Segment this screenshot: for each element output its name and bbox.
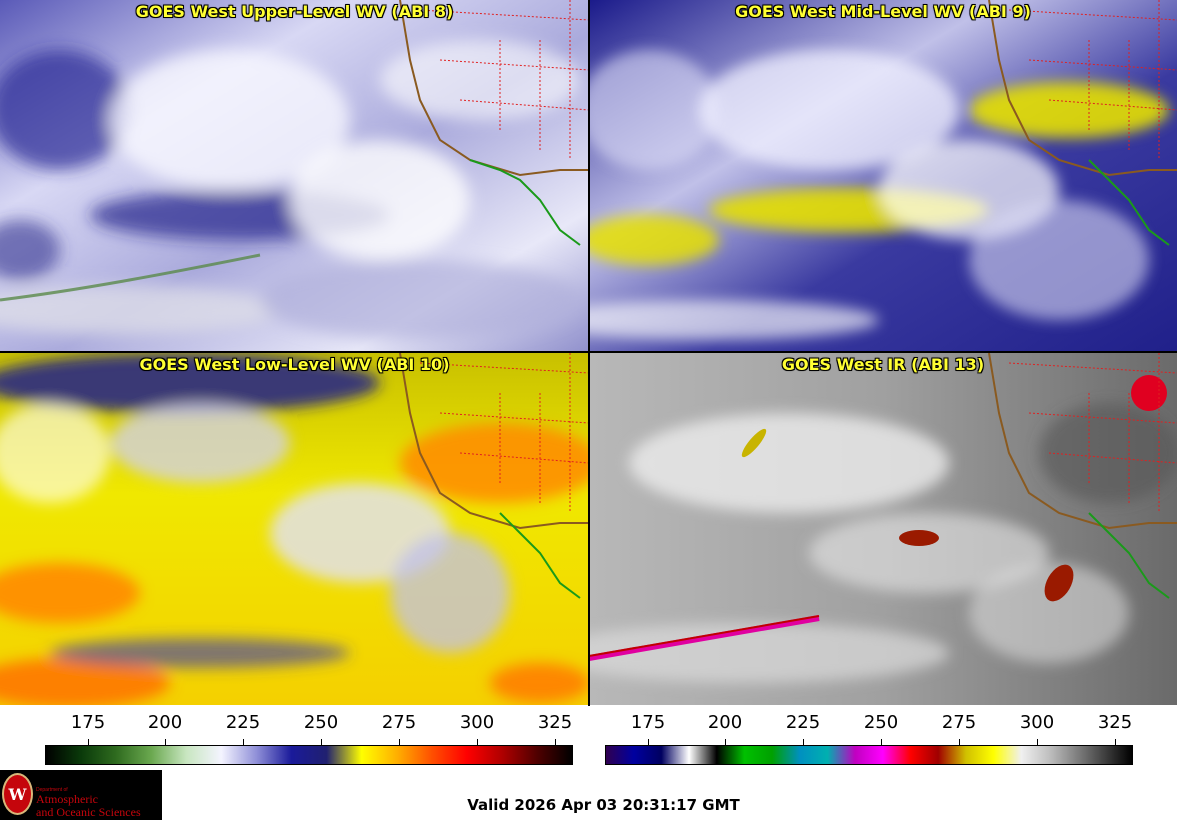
wv-tick-label: 300 <box>459 712 495 733</box>
ir-tick-label: 225 <box>785 712 821 733</box>
wv-tick-mark <box>243 739 244 745</box>
ir-tick-mark <box>1037 739 1038 745</box>
wv-tick-mark <box>88 739 89 745</box>
ir-colorbar <box>605 745 1133 765</box>
mid-level-wv-image <box>589 0 1177 352</box>
ir-tick-label: 325 <box>1097 712 1133 733</box>
panel-divider-horizontal <box>0 351 1177 353</box>
valid-time: Valid 2026 Apr 03 20:31:17 GMT <box>467 796 740 814</box>
wv-tick-label: 175 <box>70 712 106 733</box>
ir-tick-label: 250 <box>863 712 899 733</box>
low-level-wv-image <box>0 353 589 705</box>
logo-dept-line: Department of <box>36 787 68 793</box>
wv-colorbar <box>45 745 573 765</box>
mid-level-wv-panel: GOES West Mid-Level WV (ABI 9) <box>589 0 1177 352</box>
wv-tick-label: 200 <box>147 712 183 733</box>
ir-tick-mark <box>959 739 960 745</box>
low-level-wv-title: GOES West Low-Level WV (ABI 10) <box>139 355 450 374</box>
wv-tick-label: 250 <box>303 712 339 733</box>
ir-panel: GOES West IR (ABI 13) <box>589 353 1177 705</box>
ir-image <box>589 353 1177 705</box>
wv-tick-mark <box>477 739 478 745</box>
ir-tick-label: 275 <box>941 712 977 733</box>
ir-title: GOES West IR (ABI 13) <box>781 355 985 374</box>
wv-tick-mark <box>165 739 166 745</box>
ir-tick-mark <box>881 739 882 745</box>
ir-tick-mark <box>725 739 726 745</box>
wv-tick-mark <box>399 739 400 745</box>
ir-tick-label: 300 <box>1019 712 1055 733</box>
ir-tick-mark <box>648 739 649 745</box>
ir-tick-mark <box>1115 739 1116 745</box>
wv-tick-label: 275 <box>381 712 417 733</box>
upper-level-wv-title: GOES West Upper-Level WV (ABI 8) <box>135 2 454 21</box>
uw-seal-icon: W <box>2 773 33 815</box>
wv-color-scale: 175 200 225 250 275 300 325 <box>45 712 573 772</box>
ir-tick-label: 175 <box>630 712 666 733</box>
upper-level-wv-panel: GOES West Upper-Level WV (ABI 8) <box>0 0 589 352</box>
wv-tick-mark <box>555 739 556 745</box>
wv-tick-mark <box>321 739 322 745</box>
low-level-wv-panel: GOES West Low-Level WV (ABI 10) <box>0 353 589 705</box>
aos-logo[interactable]: W Department of Atmospheric and Oceanic … <box>0 770 162 820</box>
wv-tick-label: 325 <box>537 712 573 733</box>
logo-name-line1: Atmospheric <box>36 792 98 806</box>
wv-tick-label: 225 <box>225 712 261 733</box>
ir-tick-label: 200 <box>707 712 743 733</box>
ir-color-scale: 175 200 225 250 275 300 325 <box>605 712 1133 772</box>
panel-divider-vertical <box>588 0 590 706</box>
ir-tick-mark <box>803 739 804 745</box>
mid-level-wv-title: GOES West Mid-Level WV (ABI 9) <box>735 2 1031 21</box>
logo-name-line2: and Oceanic Sciences <box>36 805 141 819</box>
upper-level-wv-image <box>0 0 589 352</box>
